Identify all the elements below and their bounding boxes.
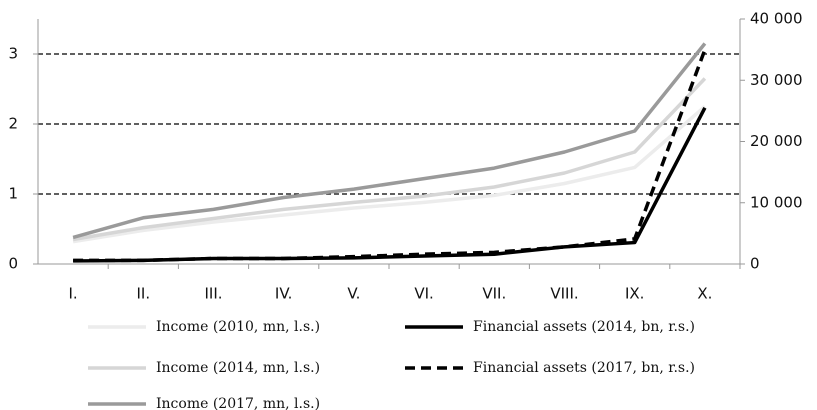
y2-tick-label: 40 000 [750,10,803,28]
y-tick-label: 3 [8,45,18,63]
y-tick-label: 1 [8,185,18,203]
x-tick-label: II. [136,285,150,303]
x-tick-label: VII. [482,285,506,303]
legend-label: Income (2017, mn, l.s.) [156,396,320,410]
legend-label: Financial assets (2014, bn, r.s.) [473,319,695,335]
legend-label: Income (2014, mn, l.s.) [156,360,320,376]
y2-tick-label: 0 [750,255,760,273]
y2-tick-label: 30 000 [750,71,803,89]
x-tick-label: X. [697,285,712,303]
x-tick-label: I. [68,285,77,303]
y-tick-label: 2 [8,115,18,133]
legend-label: Income (2010, mn, l.s.) [156,319,320,335]
y2-tick-label: 10 000 [750,193,803,211]
series-line [72,77,707,242]
x-tick-label: VIII. [550,285,578,303]
y2-tick-label: 20 000 [750,132,803,150]
y-tick-label: 0 [8,255,18,273]
x-tick-label: IX. [625,285,644,303]
x-tick-label: III. [204,285,222,303]
x-tick-label: V. [347,285,360,303]
x-tick-label: IV. [275,285,293,303]
series-line [73,49,707,263]
x-tick-label: VI. [414,285,433,303]
series-line [72,42,707,240]
legend-label: Financial assets (2017, bn, r.s.) [473,360,695,376]
series-line [72,105,707,244]
